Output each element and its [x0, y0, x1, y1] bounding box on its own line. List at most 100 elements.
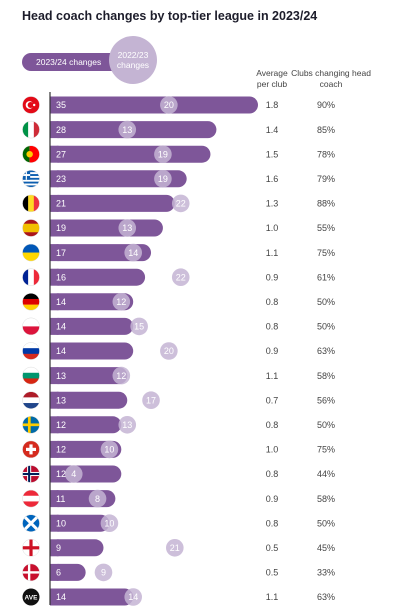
average-per-club-value: 1.6: [266, 174, 279, 184]
denmark-flag-icon: [22, 563, 40, 581]
england-flag-icon: [22, 539, 40, 557]
clubs-changing-value: 90%: [317, 100, 335, 110]
germany-flag-icon: [22, 293, 40, 311]
flag-part: [22, 495, 40, 502]
current-value-label: 23: [56, 174, 66, 184]
clubs-changing-value: 55%: [317, 223, 335, 233]
clubs-changing-value: 33%: [317, 568, 335, 578]
flag-part: [22, 514, 40, 532]
previous-value-label: 20: [164, 346, 174, 356]
flag-part: [22, 501, 40, 508]
previous-value-label: 12: [116, 371, 126, 381]
average-label: AVE: [25, 595, 39, 602]
bar-spain-flag: [50, 219, 163, 237]
previous-circle-russia-flag: [160, 342, 178, 360]
flag-part: [22, 423, 40, 427]
bar-sweden-flag: [50, 416, 122, 434]
previous-circle-france-flag: [171, 268, 190, 287]
current-value-label: 10: [56, 518, 66, 528]
clubs-changing-value: 78%: [317, 149, 335, 159]
flag-part: [22, 174, 40, 177]
previous-value-label: 9: [101, 568, 106, 578]
flag-outline: [22, 539, 40, 557]
flag-part: [22, 177, 40, 180]
clubs-changing-value: 58%: [317, 494, 335, 504]
flag-outline: [22, 489, 40, 508]
bar-portugal-flag: [50, 145, 211, 163]
previous-value-label: 22: [176, 272, 186, 282]
flag-outline: [22, 465, 40, 483]
russia-flag-icon: [22, 342, 40, 360]
flag-part: [22, 244, 40, 253]
flag-part: [22, 183, 40, 186]
flag-part: [22, 472, 40, 476]
previous-value-label: 13: [122, 125, 132, 135]
flag-part: [29, 145, 40, 163]
flag-outline: [22, 317, 40, 336]
clubs-changing-value: 88%: [317, 199, 335, 209]
bulgaria-flag-icon: [22, 367, 40, 385]
bar-base: [50, 367, 59, 385]
flag-part: [22, 232, 40, 237]
previous-circle-spain-flag: [118, 219, 137, 237]
current-value-label: 16: [56, 272, 66, 282]
current-value-label: 6: [56, 568, 61, 578]
clubs-changing-value: 75%: [317, 248, 335, 258]
flag-part: [22, 342, 40, 349]
clubs-changing-value: 44%: [317, 469, 335, 479]
flag-outline: [22, 514, 40, 532]
current-value-label: 11: [56, 494, 65, 504]
clubs-changing-value: 50%: [317, 322, 335, 332]
clubs-changing-value: 79%: [317, 174, 335, 184]
clubs-changing-value: 63%: [317, 592, 335, 602]
clubs-changing-value: 45%: [317, 543, 335, 553]
bar-base: [50, 219, 59, 237]
flag-part: [22, 252, 40, 262]
flag-part: [27, 101, 34, 109]
average-per-club-value: 1.3: [266, 199, 279, 209]
turkey-flag-icon: [22, 96, 40, 114]
flag-part: [33, 194, 40, 212]
netherlands-flag-icon: [22, 391, 40, 409]
previous-value-label: 10: [104, 518, 114, 528]
bar-base: [50, 194, 59, 212]
flag-part: [22, 219, 40, 224]
flag-outline: [22, 96, 40, 114]
previous-value-label: 4: [71, 469, 76, 479]
clubs-changing-value: 85%: [317, 125, 335, 135]
average-per-club-value: 0.9: [266, 494, 279, 504]
clubs-changing-value: 56%: [317, 395, 335, 405]
current-value-label: 9: [56, 543, 61, 553]
previous-value-label: 17: [146, 395, 156, 405]
current-value-label: 12: [56, 445, 66, 455]
bar-belgium-flag: [50, 194, 175, 212]
flag-outline: [22, 145, 40, 163]
average-per-club-value: 1.0: [266, 223, 279, 233]
scotland-flag-icon: [22, 514, 40, 532]
italy-flag-icon: [22, 121, 40, 139]
flag-part: [22, 397, 40, 404]
flag-outline: [22, 342, 40, 360]
bar-greece-flag: [50, 170, 187, 188]
average-per-club-value: 0.5: [266, 543, 279, 553]
flag-outline: [22, 120, 40, 139]
chart-title: Head coach changes by top-tier league in…: [22, 9, 318, 23]
bar-base: [50, 514, 59, 532]
flag-outline: [22, 416, 40, 434]
bar-russia-flag: [50, 342, 134, 360]
flag-outline: [22, 366, 40, 385]
previous-circle-austria-flag: [88, 489, 107, 508]
flag-part: [22, 391, 40, 398]
bar-base: [50, 317, 59, 335]
previous-value-label: 8: [95, 494, 100, 504]
current-value-label: 12: [56, 420, 66, 430]
previous-value-label: 22: [176, 199, 186, 209]
bar-base: [50, 416, 59, 434]
flag-part: [22, 326, 40, 335]
previous-circle-germany-flag: [112, 293, 131, 311]
average-per-club-value: 1.5: [266, 149, 279, 159]
flag-outline: [22, 219, 40, 237]
current-value-label: 19: [56, 223, 66, 233]
bar-netherlands-flag: [50, 391, 128, 409]
current-value-label: 14: [56, 297, 66, 307]
